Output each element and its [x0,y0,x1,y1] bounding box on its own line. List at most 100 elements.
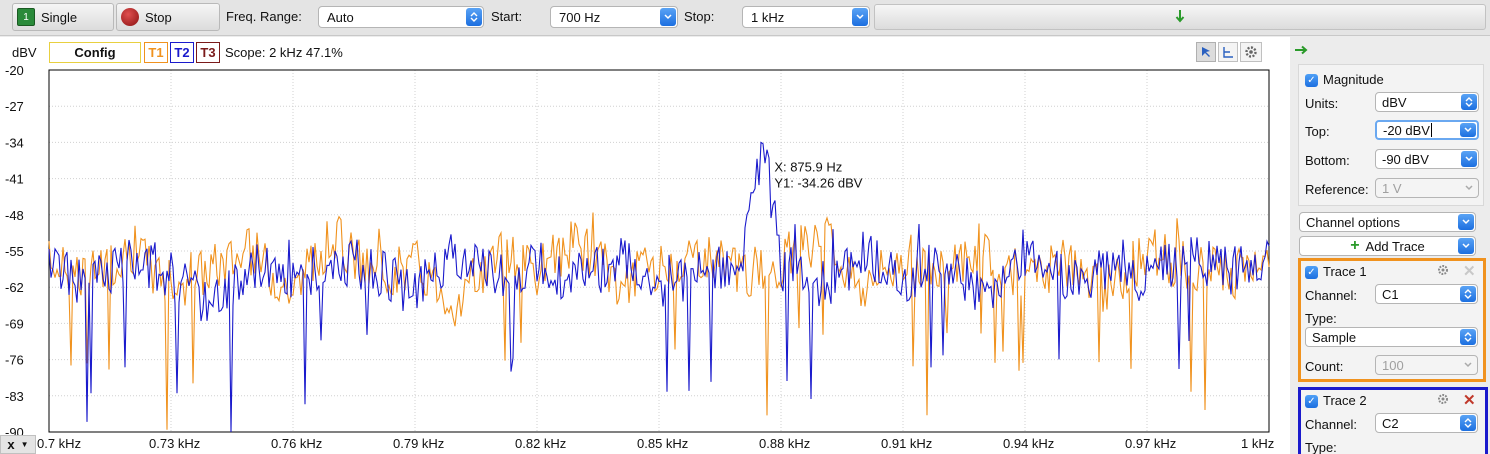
updown-icon [1460,286,1476,302]
toolbar: 1 Single Stop Freq. Range: Auto Start: 7… [0,0,1490,36]
trace-t1-label: T1 [148,45,164,60]
cursor-tool-button[interactable] [1196,42,1216,62]
trace1-type-label: Type: [1305,311,1337,326]
units-value: dBV [1382,94,1407,110]
cursor-x-readout: X: 875.9 Hz [774,160,842,175]
y-tick-label: -83 [5,389,24,404]
y-tick-label: -62 [5,280,24,295]
trace-t3-label: T3 [200,45,216,60]
x-tick-label: 0.73 kHz [149,436,201,451]
trace-t2-button[interactable]: T2 [170,42,194,63]
magnitude-label: Magnitude [1323,72,1384,87]
trace-t3-button[interactable]: T3 [196,42,220,63]
trace1-channel-select[interactable]: C1 [1375,284,1478,304]
x-axis-menu[interactable]: x ▼ [0,435,36,454]
checkmark-icon: ✓ [1305,74,1318,88]
start-value: 700 Hz [559,9,601,25]
y-tick-label: -20 [5,63,24,78]
freq-range-value: Auto [327,9,354,25]
updown-icon [1461,94,1477,110]
trace1-title: Trace 1 [1323,264,1367,279]
trace2-channel-label: Channel: [1305,417,1358,432]
chevron-down-icon [1461,151,1477,167]
channel-options-select[interactable]: Channel options [1299,212,1476,232]
bottom-value: -90 dBV [1382,151,1429,167]
series-line-t2 [48,141,1270,433]
x-tick-label: 0.82 kHz [515,436,567,451]
trace1-channel-label: Channel: [1305,288,1358,303]
axis-icon [1223,47,1233,58]
x-tick-label: 0.91 kHz [881,436,933,451]
gear-icon[interactable] [1437,393,1449,408]
close-icon[interactable]: ✕ [1463,392,1476,409]
y-unit-label: dBV [12,44,37,60]
y-tick-label: -34 [5,135,24,150]
x-tick-label: 0.94 kHz [1003,436,1055,451]
trace1-checkbox[interactable]: ✓ Trace 1 [1305,264,1367,280]
arrow-down-icon [1175,9,1185,26]
spectrum-chart[interactable]: -20 -27 -34 -41 -48 -55 -62 -69 -76 -83 -90 X: 875… [0,62,1290,436]
y-tick-label: -41 [5,172,24,187]
trace-t1-button[interactable]: T1 [144,42,168,63]
plot-settings-button[interactable] [1240,42,1262,62]
chevron-down-icon [1460,357,1476,373]
trace1-count-select: 100 [1375,355,1478,375]
magnitude-checkbox[interactable]: ✓ Magnitude [1305,72,1384,88]
top-value: -20 dBV [1383,122,1430,138]
start-label: Start: [491,9,523,24]
gear-icon[interactable] [1437,264,1449,279]
start-select[interactable]: 700 Hz [550,6,678,28]
trace2-channel-select[interactable]: C2 [1375,413,1478,433]
x-tick-label: 0.79 kHz [393,436,445,451]
single-run-icon: 1 [17,8,35,26]
freq-range-select[interactable]: Auto [318,6,484,28]
reference-label: Reference: [1305,182,1369,197]
updown-icon [1460,415,1476,431]
y-tick-label: -27 [5,99,24,114]
checkmark-icon: ✓ [1305,395,1318,409]
record-icon [121,8,139,26]
config-button[interactable]: Config [49,42,141,63]
updown-icon [466,8,482,26]
pointer-icon [1202,47,1210,57]
chevron-down-icon: ▼ [20,440,29,449]
bottom-input[interactable]: -90 dBV [1375,149,1479,169]
trace-t2-label: T2 [174,45,190,60]
x-tick-label: 0.88 kHz [759,436,811,451]
collapse-toolbar-button[interactable] [874,4,1486,30]
y-tick-label: -76 [5,353,24,368]
add-trace-label: Add Trace [1365,238,1425,254]
channel-options-label: Channel options [1306,214,1400,230]
chevron-down-icon [1458,214,1474,230]
trace1-count-label: Count: [1305,359,1344,374]
gear-icon [1245,46,1257,58]
top-input[interactable]: -20 dBV [1375,120,1479,140]
stop-value: 1 kHz [751,9,785,25]
single-button[interactable]: 1 Single [12,3,114,31]
trace2-channel-value: C2 [1382,415,1399,431]
x-tick-label: 1 kHz [1241,436,1275,451]
stop-select[interactable]: 1 kHz [742,6,870,28]
measure-tool-button[interactable] [1218,42,1238,62]
single-button-label: Single [41,9,78,25]
text-caret [1430,123,1432,137]
add-trace-button[interactable]: + Add Trace [1299,236,1476,256]
stop-button[interactable]: Stop [116,3,220,31]
chevron-down-icon [1461,180,1477,196]
scope-text: Scope: 2 kHz 47.1% [225,44,343,60]
bottom-label: Bottom: [1305,153,1350,168]
stop-field-label: Stop: [684,9,715,24]
x-tick-label: 0.85 kHz [637,436,689,451]
trace1-count-value: 100 [1382,357,1404,373]
trace1-type-select[interactable]: Sample [1305,327,1478,347]
arrow-right-icon[interactable] [1294,43,1308,58]
trace1-channel-value: C1 [1382,286,1399,302]
chevron-down-icon [852,8,868,26]
chevron-down-icon [660,8,676,26]
top-label: Top: [1305,124,1330,139]
close-icon[interactable]: ✕ [1463,263,1476,280]
cursor-y-readout: Y1: -34.26 dBV [774,176,862,191]
plus-icon: + [1350,237,1360,254]
units-select[interactable]: dBV [1375,92,1479,112]
trace2-checkbox[interactable]: ✓ Trace 2 [1305,393,1367,409]
